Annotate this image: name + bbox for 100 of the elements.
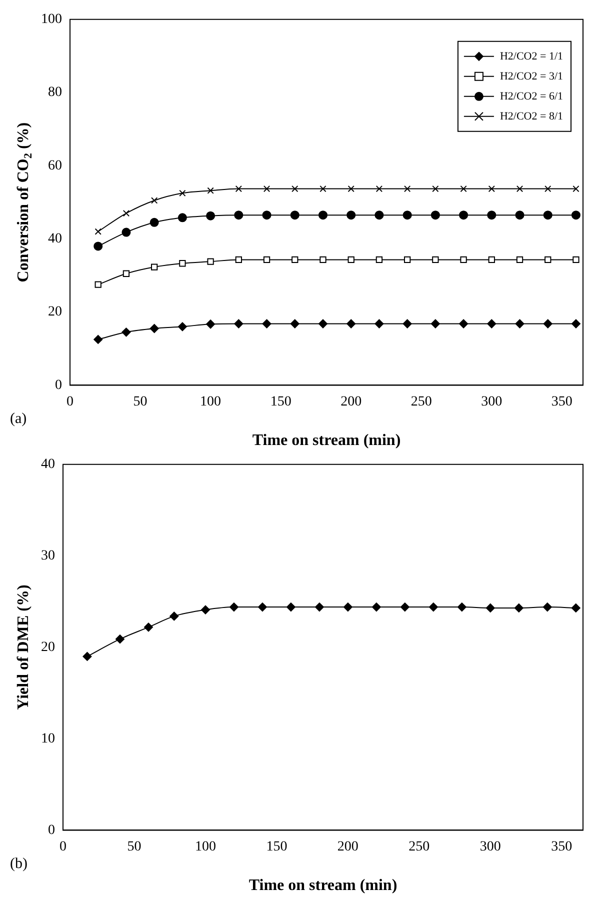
point: [179, 260, 186, 267]
y-axis-title: Conversion of CO2 (%): [15, 122, 35, 282]
point: [206, 320, 216, 329]
x-tick-label: 50: [127, 839, 142, 854]
point: [514, 603, 524, 612]
point: [286, 602, 296, 612]
point: [234, 210, 244, 220]
point: [122, 270, 130, 277]
point: [94, 242, 103, 251]
point: [487, 319, 496, 328]
point: [235, 256, 242, 264]
point: [320, 256, 326, 264]
x-tick-label: 100: [200, 394, 222, 410]
y-tick-label: 20: [48, 304, 62, 320]
point: [150, 324, 159, 333]
point: [292, 185, 298, 192]
text: (a): [10, 410, 27, 427]
point: [544, 256, 552, 264]
point: [115, 634, 124, 644]
point: [262, 210, 272, 220]
point: [432, 185, 439, 192]
point: [432, 256, 439, 264]
x-axis-title: Time on stream (min): [248, 877, 398, 894]
point: [82, 652, 92, 661]
point: [318, 319, 328, 328]
point: [543, 319, 552, 328]
point: [318, 210, 328, 220]
x-tick-label: 150: [270, 394, 292, 410]
y-tick-label: 20: [41, 640, 55, 655]
point: [320, 185, 326, 192]
point: [543, 210, 552, 220]
point: [206, 211, 216, 220]
point: [404, 185, 411, 192]
x-tick-label: 50: [133, 394, 148, 410]
point: [516, 256, 524, 264]
point: [178, 213, 187, 222]
point: [457, 602, 466, 612]
point: [376, 185, 383, 192]
y-tick-label: 80: [48, 85, 62, 100]
y-tick-label: 0: [55, 378, 62, 393]
y-axis-title: Yield of DME (%): [15, 584, 32, 710]
point: [346, 319, 356, 328]
point: [346, 210, 356, 220]
legend-label: H2/CO2 = 8/1: [500, 110, 564, 122]
x-tick-label: 150: [266, 839, 288, 854]
point: [258, 602, 267, 612]
point: [400, 602, 410, 612]
point: [488, 256, 495, 264]
point: [486, 603, 495, 612]
point: [292, 256, 298, 264]
point: [263, 256, 270, 264]
point: [144, 622, 153, 632]
x-tick-label: 300: [480, 839, 501, 854]
point: [314, 602, 324, 612]
point: [402, 319, 412, 328]
x-tick-label: 350: [551, 394, 572, 410]
y-tick-label: 0: [48, 822, 55, 838]
point: [290, 319, 300, 328]
point: [94, 334, 103, 344]
x-tick-label: 250: [408, 839, 430, 854]
point: [229, 602, 238, 612]
point: [571, 603, 580, 612]
point: [376, 256, 383, 264]
point: [372, 602, 381, 612]
text: (b): [10, 856, 28, 872]
point: [459, 319, 468, 328]
point: [459, 210, 468, 220]
point: [207, 258, 214, 265]
y-tick-label: 40: [48, 232, 62, 247]
point: [571, 319, 580, 328]
point: [572, 256, 580, 264]
point: [348, 185, 354, 192]
point: [343, 602, 352, 612]
x-tick-label: 200: [340, 394, 362, 410]
point: [122, 228, 131, 237]
point: [179, 190, 186, 196]
point: [150, 218, 159, 227]
y-tick-label: 30: [41, 548, 55, 564]
point: [430, 319, 440, 328]
point: [515, 210, 524, 220]
x-tick-label: 250: [410, 394, 432, 410]
x-tick-label: 350: [551, 839, 572, 854]
point: [235, 185, 242, 192]
point: [430, 210, 440, 220]
point: [170, 612, 179, 621]
point: [460, 185, 467, 192]
point: [263, 185, 270, 192]
x-axis-title: Time on stream (min): [252, 432, 401, 450]
point: [572, 185, 580, 192]
point: [571, 210, 580, 220]
point: [122, 328, 131, 337]
point: [404, 256, 411, 264]
point: [151, 197, 158, 204]
legend-label: H2/CO2 = 3/1: [500, 70, 564, 82]
point: [428, 602, 438, 612]
point: [262, 319, 272, 328]
point: [178, 322, 187, 332]
point: [94, 281, 102, 288]
point: [542, 602, 552, 612]
y-tick-label: 100: [41, 12, 62, 28]
